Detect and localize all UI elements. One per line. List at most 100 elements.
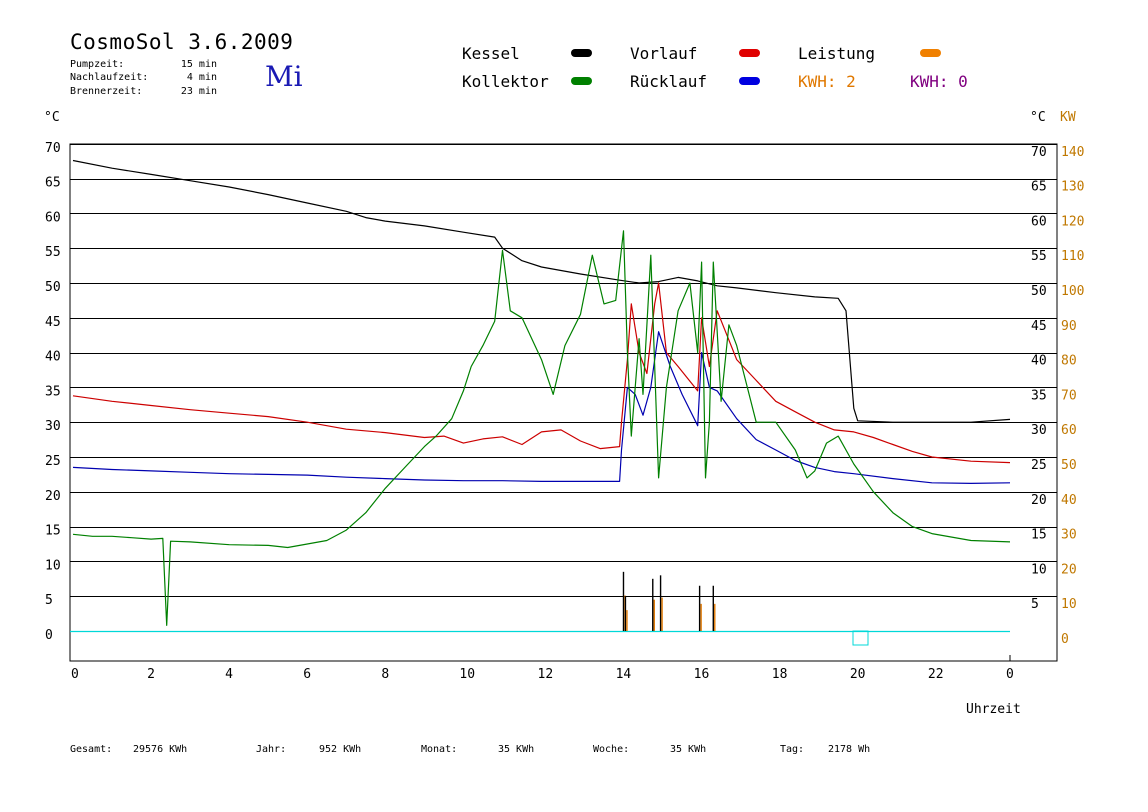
series-ruecklauf — [72, 331, 1011, 484]
legend-vorlauf-swatch — [739, 49, 760, 57]
plot-frame — [69, 143, 1058, 662]
y-tick-right-c: 40 — [1031, 354, 1047, 369]
info-value-pumpzeit: 15 min — [180, 59, 217, 70]
y-tick-left: 10 — [45, 558, 61, 573]
y-tick-right-c: 20 — [1031, 493, 1047, 508]
y-tick-kw: 10 — [1061, 597, 1077, 612]
y-tick-left: 40 — [45, 350, 61, 365]
y-tick-kw: 110 — [1061, 249, 1084, 264]
x-tick: 10 — [459, 667, 475, 682]
x-tick: 0 — [71, 667, 79, 682]
y-tick-kw: 100 — [1061, 284, 1084, 299]
time-marker — [852, 630, 869, 646]
x-tick: 20 — [850, 667, 866, 682]
y-tick-kw: 0 — [1061, 632, 1069, 647]
footer-gesamt-label: Gesamt: — [70, 744, 113, 755]
y-tick-right-c: 65 — [1031, 180, 1047, 195]
footer-monat-value: 35 KWh — [498, 744, 535, 755]
legend-ruecklauf-label: Rücklauf — [630, 72, 708, 91]
x-tick: 4 — [225, 667, 233, 682]
grid-lines — [69, 143, 1058, 662]
y-tick-right-c: 70 — [1031, 145, 1047, 160]
weekday-label: Mi — [265, 60, 303, 93]
y-tick-left: 65 — [45, 176, 61, 191]
footer-woche-label: Woche: — [593, 744, 630, 755]
series-lines — [72, 159, 1011, 626]
y-tick-left: 55 — [45, 245, 61, 260]
legend-kessel-swatch — [571, 49, 592, 57]
y-tick-kw: 90 — [1061, 319, 1077, 334]
x-tick: 6 — [303, 667, 311, 682]
y-tick-kw: 130 — [1061, 180, 1084, 195]
x-axis-label: Uhrzeit — [966, 702, 1021, 717]
legend-vorlauf-label: Vorlauf — [630, 44, 698, 63]
y-tick-left: 60 — [45, 210, 61, 225]
x-tick: 0 — [1006, 667, 1014, 682]
power-spikes — [622, 571, 716, 631]
right-axis-unit-kw: KW — [1060, 110, 1076, 125]
y-tick-kw: 120 — [1061, 214, 1084, 229]
y-tick-right-c: 15 — [1031, 528, 1047, 543]
footer-tag-value: 2178 Wh — [828, 744, 871, 755]
footer-gesamt-value: 29576 KWh — [133, 744, 188, 755]
y-tick-left: 50 — [45, 280, 61, 295]
x-tick: 22 — [928, 667, 944, 682]
series-kessel — [72, 159, 1011, 423]
y-tick-left: 30 — [45, 419, 61, 434]
legend-kollektor-label: Kollektor — [462, 72, 549, 91]
y-tick-right-c: 10 — [1031, 562, 1047, 577]
x-tick: 16 — [694, 667, 710, 682]
series-vorlauf — [72, 282, 1011, 464]
legend-kollektor-swatch — [571, 77, 592, 85]
y-tick-left: 5 — [45, 593, 53, 608]
footer-tag-label: Tag: — [780, 744, 805, 755]
chart-title: CosmoSol 3.6.2009 — [70, 30, 294, 54]
y-tick-right-c: 50 — [1031, 284, 1047, 299]
footer-jahr-label: Jahr: — [256, 744, 287, 755]
axis-ticks: 0510152025303540455055606570510152025303… — [45, 141, 1084, 682]
footer-monat-label: Monat: — [421, 744, 458, 755]
y-tick-kw: 50 — [1061, 458, 1077, 473]
x-tick: 14 — [616, 667, 632, 682]
y-tick-left: 45 — [45, 315, 61, 330]
left-axis-unit: °C — [44, 110, 60, 125]
y-tick-kw: 30 — [1061, 528, 1077, 543]
info-label-brennerzeit: Brennerzeit: — [70, 86, 143, 97]
y-tick-right-c: 30 — [1031, 423, 1047, 438]
legend-kwh-solar: KWH: 2 — [798, 72, 856, 91]
footer-jahr-value: 952 KWh — [319, 744, 362, 755]
y-tick-kw: 70 — [1061, 388, 1077, 403]
legend-kessel-label: Kessel — [462, 44, 520, 63]
y-tick-kw: 140 — [1061, 145, 1084, 160]
footer-woche-value: 35 KWh — [670, 744, 707, 755]
y-tick-left: 70 — [45, 141, 61, 156]
x-tick: 2 — [147, 667, 155, 682]
legend-kwh-other: KWH: 0 — [910, 72, 968, 91]
legend-leistung-label: Leistung — [798, 44, 876, 63]
legend-ruecklauf-swatch — [739, 77, 760, 85]
info-label-nachlaufzeit: Nachlaufzeit: — [70, 72, 149, 83]
y-tick-left: 25 — [45, 454, 61, 469]
legend-leistung-swatch — [920, 49, 941, 57]
right-axis-unit-c: °C — [1030, 110, 1046, 125]
y-tick-left: 20 — [45, 489, 61, 504]
y-tick-right-c: 55 — [1031, 249, 1047, 264]
info-value-brennerzeit: 23 min — [180, 86, 217, 97]
x-tick: 8 — [381, 667, 389, 682]
x-tick: 12 — [538, 667, 554, 682]
y-tick-kw: 80 — [1061, 354, 1077, 369]
series-kollektor — [72, 230, 1011, 626]
y-tick-kw: 20 — [1061, 562, 1077, 577]
y-tick-right-c: 60 — [1031, 214, 1047, 229]
y-tick-right-c: 5 — [1031, 597, 1039, 612]
y-tick-kw: 60 — [1061, 423, 1077, 438]
y-tick-left: 35 — [45, 384, 61, 399]
info-label-pumpzeit: Pumpzeit: — [70, 59, 125, 70]
y-tick-right-c: 25 — [1031, 458, 1047, 473]
y-tick-kw: 40 — [1061, 493, 1077, 508]
y-tick-left: 0 — [45, 628, 53, 643]
y-tick-right-c: 35 — [1031, 388, 1047, 403]
y-tick-left: 15 — [45, 524, 61, 539]
y-tick-right-c: 45 — [1031, 319, 1047, 334]
